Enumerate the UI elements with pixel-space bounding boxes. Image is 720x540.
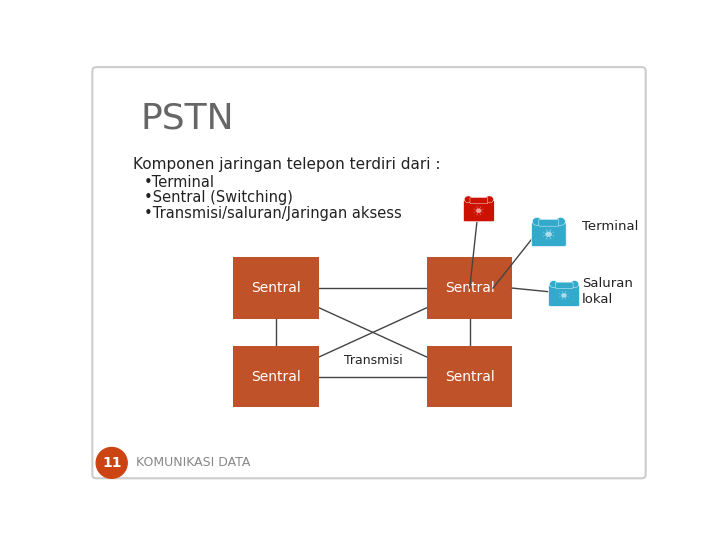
- Circle shape: [543, 233, 545, 235]
- Circle shape: [478, 207, 480, 208]
- Ellipse shape: [485, 196, 493, 203]
- Circle shape: [481, 212, 482, 214]
- Text: PSTN: PSTN: [140, 102, 234, 136]
- Text: Sentral: Sentral: [251, 370, 301, 383]
- Bar: [427, 346, 513, 408]
- Ellipse shape: [559, 291, 569, 300]
- Circle shape: [551, 237, 553, 238]
- Circle shape: [566, 297, 567, 299]
- FancyBboxPatch shape: [555, 282, 573, 288]
- Ellipse shape: [532, 218, 541, 225]
- Ellipse shape: [474, 206, 484, 215]
- Text: 11: 11: [102, 456, 122, 470]
- Ellipse shape: [543, 229, 554, 240]
- Text: Sentral: Sentral: [445, 370, 495, 383]
- FancyBboxPatch shape: [92, 67, 646, 478]
- Circle shape: [475, 207, 477, 209]
- Ellipse shape: [570, 281, 579, 288]
- Circle shape: [566, 292, 567, 294]
- Circle shape: [567, 295, 569, 296]
- FancyBboxPatch shape: [549, 285, 580, 306]
- Bar: [427, 257, 513, 319]
- Text: •Terminal: •Terminal: [144, 175, 215, 190]
- Circle shape: [548, 230, 549, 231]
- Circle shape: [96, 448, 127, 478]
- Text: •Transmisi/saluran/Jaringan aksess: •Transmisi/saluran/Jaringan aksess: [144, 206, 402, 221]
- FancyBboxPatch shape: [464, 200, 495, 222]
- Circle shape: [563, 298, 564, 300]
- Circle shape: [482, 210, 483, 211]
- Text: Komponen jaringan telepon terdiri dari :: Komponen jaringan telepon terdiri dari :: [132, 157, 440, 172]
- Circle shape: [544, 237, 546, 238]
- Circle shape: [481, 207, 482, 209]
- Ellipse shape: [549, 281, 558, 288]
- Text: KOMUNIKASI DATA: KOMUNIKASI DATA: [137, 456, 251, 469]
- Bar: [233, 346, 319, 408]
- Circle shape: [560, 292, 562, 294]
- Circle shape: [560, 297, 562, 299]
- FancyBboxPatch shape: [470, 198, 488, 204]
- Circle shape: [544, 231, 546, 232]
- Text: Sentral: Sentral: [251, 281, 301, 295]
- Circle shape: [475, 212, 477, 214]
- FancyBboxPatch shape: [531, 222, 566, 247]
- Circle shape: [478, 213, 480, 215]
- Circle shape: [551, 231, 553, 232]
- Text: Saluran
lokal: Saluran lokal: [582, 278, 633, 307]
- Circle shape: [552, 233, 554, 235]
- Text: Transmisi: Transmisi: [343, 354, 402, 367]
- Ellipse shape: [556, 218, 565, 225]
- Circle shape: [474, 210, 475, 211]
- FancyBboxPatch shape: [539, 219, 559, 226]
- Circle shape: [548, 238, 549, 239]
- Ellipse shape: [464, 196, 472, 203]
- Text: Terminal: Terminal: [582, 220, 639, 233]
- Text: •Sentral (Switching): •Sentral (Switching): [144, 190, 293, 205]
- Circle shape: [563, 291, 564, 293]
- Text: Sentral: Sentral: [445, 281, 495, 295]
- Bar: [233, 257, 319, 319]
- Circle shape: [559, 295, 561, 296]
